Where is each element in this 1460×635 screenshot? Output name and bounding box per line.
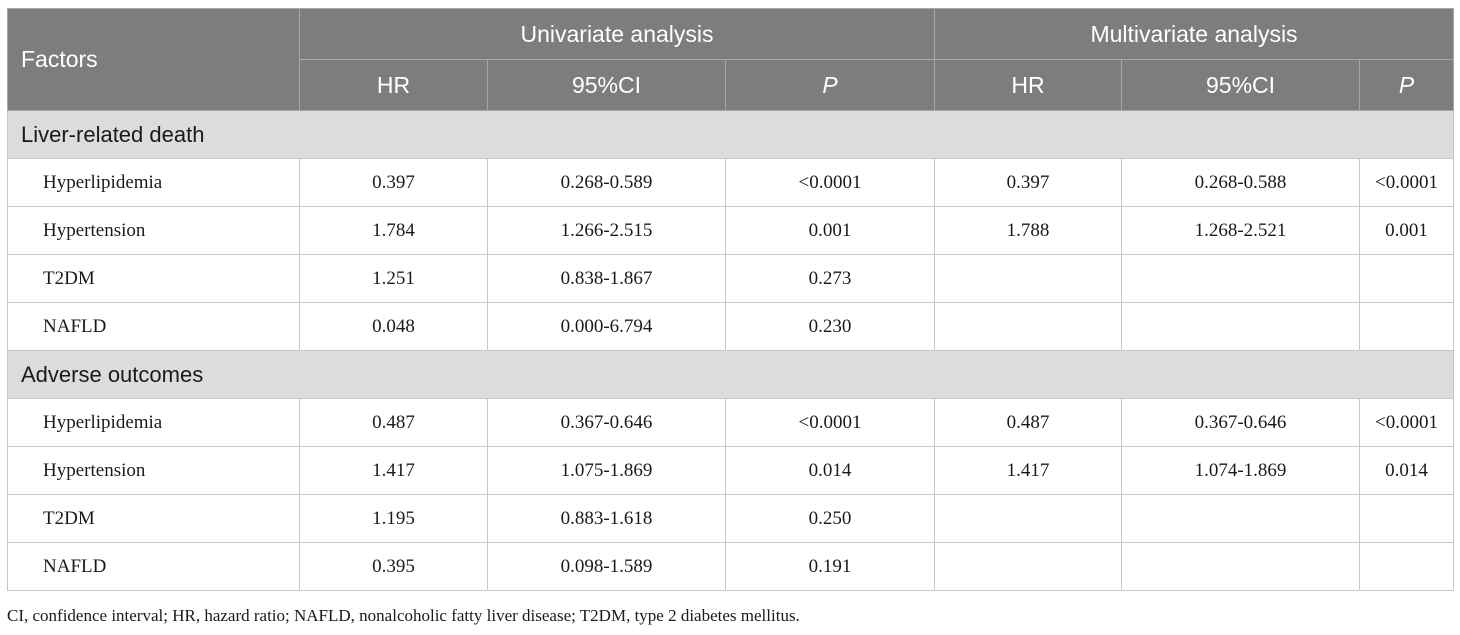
univariate-p-cell: 0.191 (724, 542, 936, 591)
multivariate-p-cell: <0.0001 (1359, 398, 1455, 447)
table-row: Hyperlipidemia 0.487 0.367-0.646 <0.0001… (7, 398, 1455, 447)
multivariate-hr-cell: 0.397 (934, 158, 1123, 207)
factor-cell: Hyperlipidemia (7, 398, 300, 447)
multivariate-p-cell: 0.001 (1359, 206, 1455, 255)
multivariate-p-cell (1359, 542, 1455, 591)
section-title: Adverse outcomes (6, 350, 1455, 399)
univariate-p-cell: 0.001 (724, 206, 936, 255)
multivariate-p-cell (1359, 254, 1455, 303)
table-row: T2DM 1.195 0.883-1.618 0.250 (7, 494, 1455, 543)
univariate-ci-cell: 1.266-2.515 (487, 206, 726, 255)
multivariate-ci-cell (1121, 542, 1361, 591)
multivariate-p-cell (1359, 494, 1455, 543)
multivariate-p-cell: <0.0001 (1359, 158, 1455, 207)
univariate-hr-cell: 1.195 (299, 494, 488, 543)
factor-cell: T2DM (7, 254, 300, 303)
section-title: Liver-related death (6, 110, 1455, 159)
factor-cell: Hypertension (7, 206, 300, 255)
multivariate-ci-cell: 1.268-2.521 (1121, 206, 1361, 255)
multivariate-hr-cell (934, 302, 1123, 351)
multivariate-hr-cell: 1.417 (934, 446, 1123, 495)
factor-cell: T2DM (7, 494, 300, 543)
univariate-ci-cell: 1.075-1.869 (487, 446, 726, 495)
table-header: Factors Univariate analysis Multivariate… (7, 8, 1455, 111)
univariate-ci-cell: 0.838-1.867 (487, 254, 726, 303)
univariate-p-cell: <0.0001 (724, 158, 936, 207)
multivariate-ci-header: 95%CI (1121, 59, 1361, 111)
factor-cell: NAFLD (7, 302, 300, 351)
table-row: NAFLD 0.048 0.000-6.794 0.230 (7, 302, 1455, 351)
univariate-p-cell: 0.273 (724, 254, 936, 303)
multivariate-hr-cell (934, 494, 1123, 543)
univariate-ci-cell: 0.268-0.589 (487, 158, 726, 207)
table-row: Hypertension 1.784 1.266-2.515 0.001 1.7… (7, 206, 1455, 255)
univariate-hr-header: HR (299, 59, 488, 111)
multivariate-ci-cell: 0.367-0.646 (1121, 398, 1361, 447)
multivariate-ci-cell: 1.074-1.869 (1121, 446, 1361, 495)
univariate-ci-cell: 0.098-1.589 (487, 542, 726, 591)
table-footnote: CI, confidence interval; HR, hazard rati… (7, 606, 800, 625)
univariate-hr-cell: 0.395 (299, 542, 488, 591)
univariate-p-header: P (724, 59, 936, 111)
univariate-p-cell: <0.0001 (724, 398, 936, 447)
multivariate-ci-cell (1121, 254, 1361, 303)
multivariate-hr-header: HR (934, 59, 1123, 111)
multivariate-hr-cell: 1.788 (934, 206, 1123, 255)
multivariate-p-cell (1359, 302, 1455, 351)
univariate-hr-cell: 0.048 (299, 302, 488, 351)
multivariate-hr-cell (934, 254, 1123, 303)
multivariate-group-header: Multivariate analysis (934, 8, 1455, 60)
univariate-hr-cell: 1.251 (299, 254, 488, 303)
univariate-hr-cell: 1.417 (299, 446, 488, 495)
section-row: Adverse outcomes (6, 350, 1455, 399)
multivariate-ci-cell: 0.268-0.588 (1121, 158, 1361, 207)
univariate-ci-cell: 0.367-0.646 (487, 398, 726, 447)
univariate-ci-cell: 0.883-1.618 (487, 494, 726, 543)
univariate-ci-header: 95%CI (487, 59, 726, 111)
multivariate-hr-cell: 0.487 (934, 398, 1123, 447)
univariate-hr-cell: 0.487 (299, 398, 488, 447)
univariate-group-header: Univariate analysis (298, 8, 936, 60)
univariate-p-cell: 0.250 (724, 494, 936, 543)
results-table-container: Factors Univariate analysis Multivariate… (6, 8, 1455, 591)
factor-cell: Hypertension (7, 446, 300, 495)
table-row: NAFLD 0.395 0.098-1.589 0.191 (7, 542, 1455, 591)
multivariate-p-header: P (1359, 59, 1455, 111)
factor-cell: NAFLD (7, 542, 300, 591)
univariate-ci-cell: 0.000-6.794 (487, 302, 726, 351)
univariate-p-cell: 0.230 (724, 302, 936, 351)
univariate-p-cell: 0.014 (724, 446, 936, 495)
factor-cell: Hyperlipidemia (7, 158, 300, 207)
section-row: Liver-related death (6, 110, 1455, 159)
multivariate-p-cell: 0.014 (1359, 446, 1455, 495)
multivariate-hr-cell (934, 542, 1123, 591)
multivariate-ci-cell (1121, 302, 1361, 351)
table-row: Hypertension 1.417 1.075-1.869 0.014 1.4… (7, 446, 1455, 495)
factors-column-header: Factors (7, 8, 300, 111)
hazard-ratio-table: Factors Univariate analysis Multivariate… (6, 8, 1455, 591)
univariate-hr-cell: 1.784 (299, 206, 488, 255)
table-row: T2DM 1.251 0.838-1.867 0.273 (7, 254, 1455, 303)
multivariate-ci-cell (1121, 494, 1361, 543)
table-row: Hyperlipidemia 0.397 0.268-0.589 <0.0001… (7, 158, 1455, 207)
table-body: Liver-related death Hyperlipidemia 0.397… (6, 110, 1455, 591)
univariate-hr-cell: 0.397 (299, 158, 488, 207)
